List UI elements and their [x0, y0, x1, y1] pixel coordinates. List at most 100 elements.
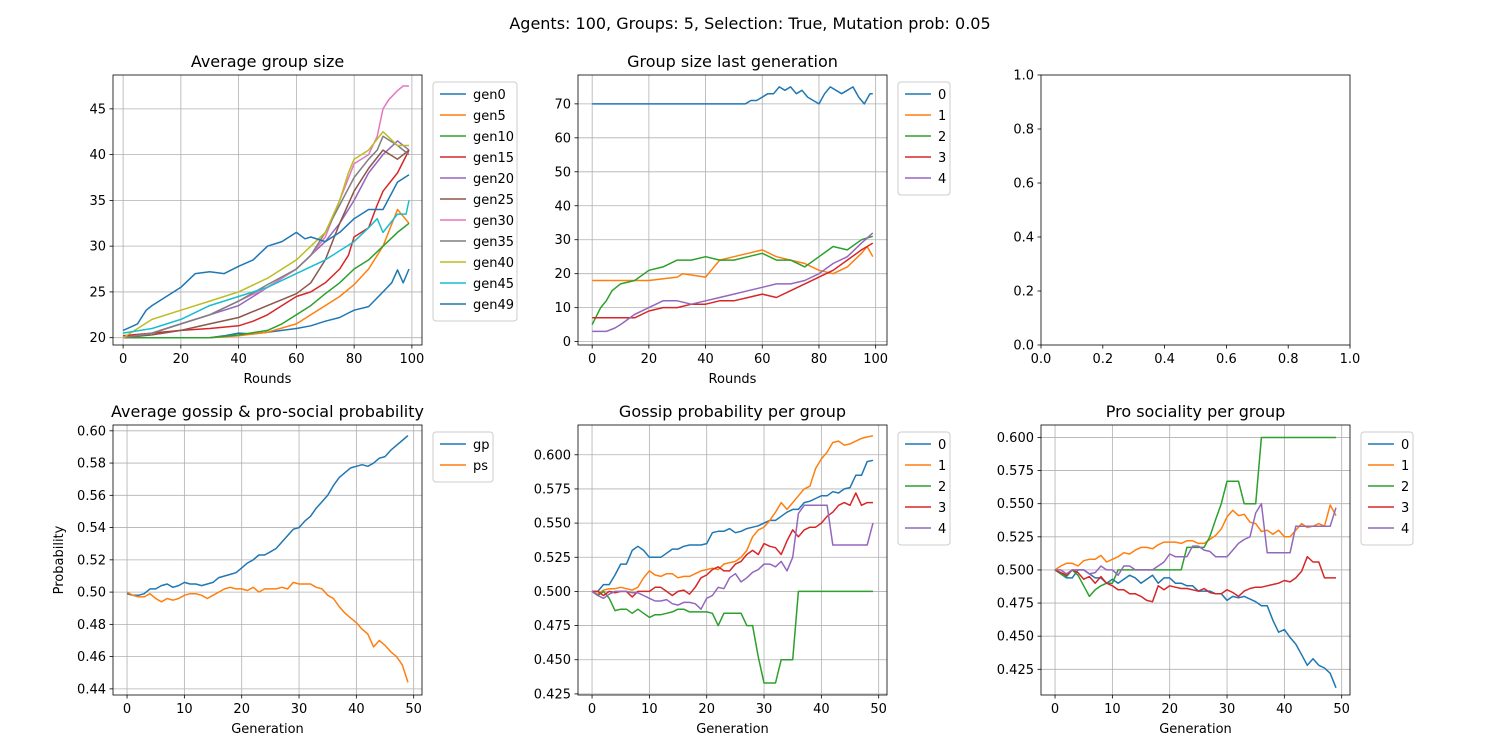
axes-frame: [577, 424, 888, 696]
y-tick-label: 0.48: [77, 618, 106, 633]
series-line-2: [591, 590, 873, 684]
y-tick-label: 0.500: [997, 563, 1034, 578]
x-axis-label: Generation: [696, 722, 769, 737]
legend: 0 1 2 3 4: [1360, 431, 1414, 546]
x-tick-label: 20: [173, 352, 190, 367]
y-tick-label: 0.50: [77, 586, 106, 601]
legend-frame: [897, 81, 951, 196]
y-tick-label: 0.550: [534, 517, 571, 532]
x-tick-label: 20: [698, 702, 715, 717]
chart-title: Average gossip & pro-social probability: [111, 402, 424, 421]
chart-empty_axes: 0.0 0.2 0.4 0.6 0.8 1.0 0.0 0.2 0.4 0.6 0.8 1.0: [1013, 69, 1360, 368]
series-line-gp: [126, 435, 409, 597]
series-line-3: [592, 492, 873, 598]
series-line-gen49: [122, 174, 410, 332]
y-tick-label: 0.6: [1013, 177, 1034, 192]
y-tick-label: 0: [563, 335, 571, 350]
x-tick-label: 10: [176, 702, 193, 717]
legend-frame: [1360, 431, 1414, 546]
y-tick-label: 60: [554, 131, 571, 146]
y-tick-label: 10: [554, 301, 571, 316]
x-tick-label: 60: [288, 352, 305, 367]
legend-label: gen49: [473, 298, 514, 313]
x-tick-label: 10: [1104, 702, 1121, 717]
y-tick-label: 50: [554, 165, 571, 180]
series-line-4: [592, 232, 874, 333]
y-tick-label: 0.600: [997, 431, 1034, 446]
x-tick-label: 30: [1219, 702, 1236, 717]
legend-label: gen25: [473, 193, 514, 208]
series-line-3: [1054, 555, 1336, 603]
y-tick-label: 0.550: [997, 497, 1034, 512]
y-tick-label: 0.425: [534, 687, 571, 702]
chart-prosocial_per_group: 0 10 20 30 40 500.4250.4500.4750.5000.5250.55…: [997, 402, 1414, 737]
y-tick-label: 0.575: [997, 464, 1034, 479]
legend-label: gen35: [473, 235, 514, 250]
x-axis-label: Rounds: [244, 372, 292, 387]
chart-gossip_per_group: 0 10 20 30 40 500.4250.4500.4750.5000.5250.55…: [534, 402, 951, 737]
y-tick-label: 0.0: [1013, 339, 1034, 354]
y-axis-label: Probability: [52, 525, 67, 594]
x-tick-label: 60: [754, 352, 771, 367]
legend-label: gen5: [473, 109, 506, 124]
x-tick-label: 1.0: [1340, 352, 1361, 367]
y-tick-label: 0.475: [534, 619, 571, 634]
legend-label: gp: [473, 438, 490, 453]
legend-frame: [897, 431, 951, 546]
series-line-0: [592, 459, 874, 593]
x-tick-label: 20: [1161, 702, 1178, 717]
y-tick-label: 0.525: [534, 551, 571, 566]
legend: 0 1 2 3 4: [897, 431, 951, 546]
legend-label: 2: [938, 130, 946, 145]
axes-frame: [1040, 424, 1351, 696]
series-line-gen10: [123, 222, 410, 339]
legend-label: 3: [1401, 501, 1409, 516]
series-line-1: [1054, 504, 1337, 571]
x-tick-label: 40: [813, 702, 830, 717]
legend: 0 1 2 3 4: [897, 81, 951, 196]
series-line-gen15: [123, 149, 410, 337]
series-line-gen35: [122, 135, 410, 339]
y-tick-label: 0.46: [77, 650, 106, 665]
y-tick-label: 0.44: [77, 682, 106, 697]
y-tick-label: 0.60: [77, 424, 106, 439]
axes-frame: [577, 74, 888, 346]
x-tick-label: 0.0: [1031, 352, 1052, 367]
x-tick-label: 100: [399, 352, 424, 367]
x-tick-label: 50: [405, 702, 422, 717]
y-tick-label: 30: [554, 233, 571, 248]
legend-label: 1: [938, 109, 946, 124]
x-axis-label: Generation: [1159, 722, 1232, 737]
legend-label: 0: [1401, 438, 1409, 453]
series-group: [1054, 436, 1337, 689]
x-axis-label: Rounds: [709, 372, 757, 387]
legend-label: gen20: [473, 172, 514, 187]
legend-label: 2: [1401, 480, 1409, 495]
series-line-1: [592, 245, 874, 282]
series-group: [591, 434, 874, 684]
y-tick-label: 20: [554, 267, 571, 282]
x-tick-label: 40: [348, 702, 365, 717]
x-tick-label: 20: [641, 352, 658, 367]
series-line-2: [1054, 436, 1336, 598]
series-line-1: [591, 434, 874, 595]
legend-label: 3: [938, 151, 946, 166]
x-tick-label: 0.6: [1216, 352, 1237, 367]
y-tick-label: 40: [89, 148, 106, 163]
y-tick-label: 0.475: [997, 597, 1034, 612]
series-group: [591, 86, 874, 333]
figure-suptitle: Agents: 100, Groups: 5, Selection: True,…: [509, 14, 990, 33]
legend-label: ps: [473, 459, 488, 474]
series-group: [122, 85, 410, 339]
chart-title: Group size last generation: [627, 52, 838, 71]
series-line-0: [592, 86, 873, 105]
x-tick-label: 80: [811, 352, 828, 367]
y-tick-label: 0.58: [77, 457, 106, 472]
x-axis-label: Generation: [231, 722, 304, 737]
x-tick-label: 30: [291, 702, 308, 717]
x-tick-label: 0: [588, 352, 596, 367]
axes-frame: [1040, 74, 1351, 346]
y-tick-label: 0.2: [1013, 285, 1034, 300]
